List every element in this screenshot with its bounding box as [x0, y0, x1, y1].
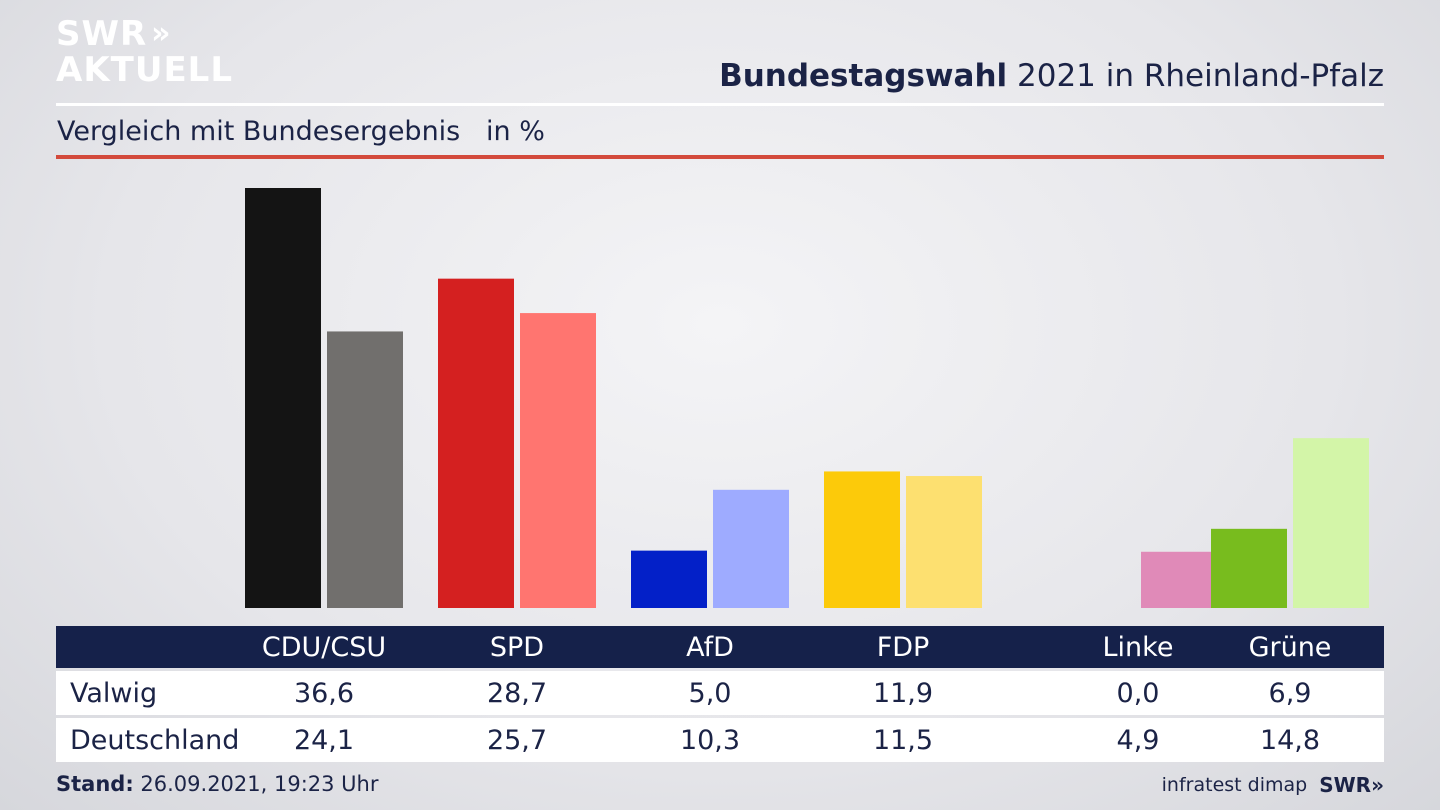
source-text: infratest dimap	[1161, 774, 1308, 796]
table-row-valwig: Valwig 36,6 28,7 5,0 11,9 0,0 6,9	[56, 671, 1384, 715]
logo-line1: SWR	[56, 14, 148, 54]
bar-spd-deutschland	[520, 313, 596, 608]
source-credit: infratest dimap SWR»	[1162, 773, 1384, 797]
category-label: FDP	[876, 631, 930, 663]
category-label: Grüne	[1248, 631, 1332, 663]
category-label: CDU/CSU	[261, 631, 387, 663]
subtitle-divider	[56, 155, 1384, 159]
category-label: AfD	[686, 631, 734, 663]
value-label: 25,7	[486, 724, 548, 756]
timestamp: Stand: 26.09.2021, 19:23 Uhr	[56, 772, 379, 796]
category-label: Linke	[1102, 631, 1174, 663]
bar-afd-valwig	[631, 550, 707, 608]
bar-linke-deutschland	[1141, 551, 1217, 608]
value-label: 11,5	[872, 724, 934, 756]
bar-spd-valwig	[438, 278, 514, 608]
value-label: 36,6	[293, 677, 355, 709]
bar-grüne-deutschland	[1293, 438, 1369, 608]
table-header: CDU/CSU SPD AfD FDP Linke Grüne	[56, 626, 1384, 668]
value-label: 5,0	[688, 677, 732, 709]
chart-title-bold: Bundestagswahl	[719, 58, 1008, 94]
value-label: 6,9	[1268, 677, 1312, 709]
value-label: 24,1	[293, 724, 355, 756]
results-table: CDU/CSU SPD AfD FDP Linke Grüne Valwig 36,6 28…	[56, 626, 1384, 762]
chart-subtitle: Vergleich mit Bundesergebnis in %	[57, 116, 545, 147]
bar-grüne-valwig	[1211, 528, 1287, 608]
category-label: SPD	[489, 631, 545, 663]
swr-aktuell-logo: SWR» AKTUELL	[56, 16, 233, 88]
row-label: Deutschland	[70, 724, 240, 756]
chart-title-rest: 2021 in Rheinland-Pfalz	[1007, 58, 1384, 94]
value-label: 28,7	[486, 677, 548, 709]
value-label: 10,3	[679, 724, 741, 756]
chart-title: Bundestagswahl 2021 in Rheinland-Pfalz	[719, 58, 1384, 94]
logo-line2: AKTUELL	[56, 50, 234, 90]
value-label: 14,8	[1259, 724, 1321, 756]
timestamp-label: Stand:	[56, 772, 134, 796]
value-label: 4,9	[1116, 724, 1160, 756]
bar-fdp-valwig	[824, 471, 900, 608]
bar-fdp-deutschland	[906, 476, 982, 608]
bar-chart	[245, 188, 1369, 608]
bar-cdu-csu-valwig	[245, 188, 321, 608]
swr-small-logo: SWR»	[1319, 773, 1384, 797]
header-divider	[56, 103, 1384, 106]
value-label: 0,0	[1116, 677, 1160, 709]
row-label: Valwig	[70, 677, 158, 709]
table-row-deutschland: Deutschland 24,1 25,7 10,3 11,5 4,9 14,8	[56, 718, 1384, 762]
value-label: 11,9	[872, 677, 934, 709]
bar-afd-deutschland	[713, 489, 789, 608]
timestamp-value: 26.09.2021, 19:23 Uhr	[133, 772, 379, 796]
bar-cdu-csu-deutschland	[327, 331, 403, 608]
